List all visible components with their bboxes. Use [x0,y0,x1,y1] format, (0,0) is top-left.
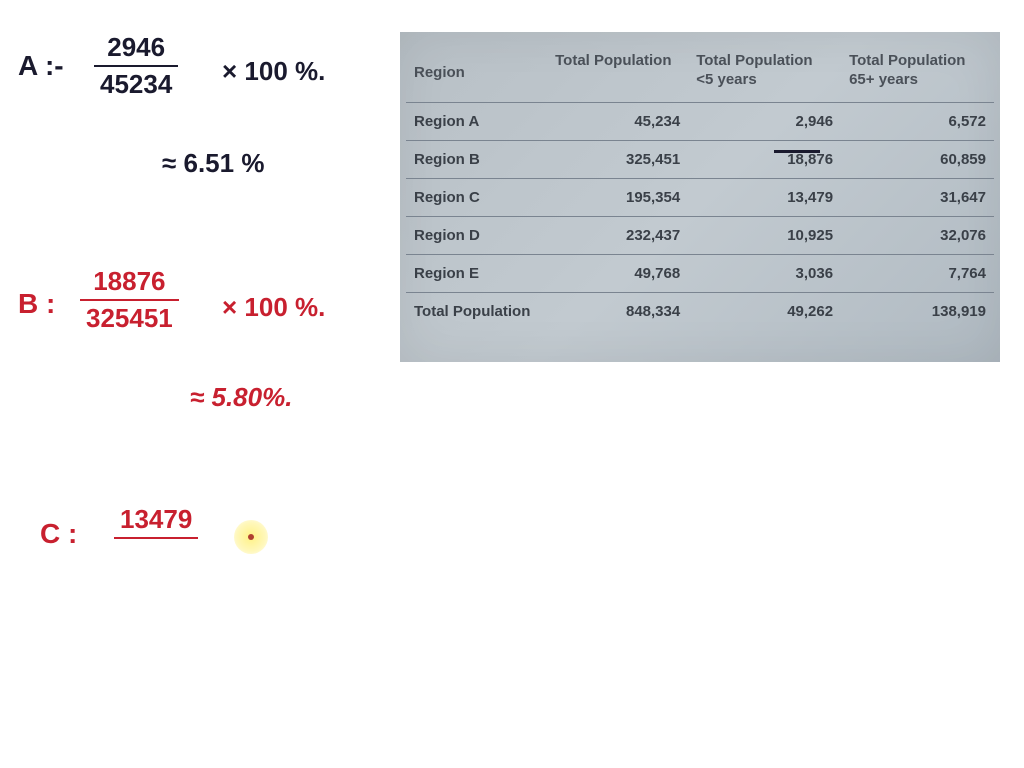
cell-over65: 31,647 [841,178,994,216]
cell-total-pop: 848,334 [547,292,688,331]
table-row: Region D 232,437 10,925 32,076 [406,216,994,254]
table-row: Region C 195,354 13,479 31,647 [406,178,994,216]
cell-region: Region B [406,140,547,178]
cell-under5: 18,876 [688,140,841,178]
col-total: Total Population [547,46,688,102]
cell-region: Region C [406,178,547,216]
calc-b-label: B : [18,288,55,320]
calc-c-numerator: 13479 [114,504,198,539]
table-row: Region A 45,234 2,946 6,572 [406,102,994,140]
population-table-container: Region Total Population Total Population… [400,32,1000,362]
calc-b-denominator: 325451 [80,301,179,334]
cell-total-over65: 138,919 [841,292,994,331]
calc-c-fraction: 13479 [114,504,198,572]
population-table: Region Total Population Total Population… [406,46,994,331]
cell-region: Region A [406,102,547,140]
cell-total: 45,234 [547,102,688,140]
cell-under5: 2,946 [688,102,841,140]
calc-a-result: ≈ 6.51 % [162,148,264,179]
underline-mark-icon [774,150,820,153]
cell-under5: 13,479 [688,178,841,216]
calc-b-result: ≈ 5.80%. [190,382,292,413]
calc-a-numerator: 2946 [94,32,178,67]
table-total-row: Total Population 848,334 49,262 138,919 [406,292,994,331]
table-row: Region B 325,451 18,876 60,859 [406,140,994,178]
cell-over65: 6,572 [841,102,994,140]
cell-total-under5: 49,262 [688,292,841,331]
cell-total: 325,451 [547,140,688,178]
cell-total-label: Total Population [406,292,547,331]
cell-total: 232,437 [547,216,688,254]
col-region: Region [406,46,547,102]
cell-total: 49,768 [547,254,688,292]
cell-region: Region D [406,216,547,254]
handwriting-area: A :- 2946 45234 × 100 %. ≈ 6.51 % B : 18… [0,0,400,768]
calc-a-fraction: 2946 45234 [94,32,178,100]
cell-under5: 10,925 [688,216,841,254]
calc-a-label: A :- [18,50,64,82]
table-header-row: Region Total Population Total Population… [406,46,994,102]
calc-b-mult: × 100 %. [222,292,325,323]
col-under5: Total Population <5 years [688,46,841,102]
calc-b-fraction: 18876 325451 [80,266,179,334]
cell-over65: 60,859 [841,140,994,178]
calc-a-mult: × 100 %. [222,56,325,87]
calc-a-denominator: 45234 [94,67,178,100]
cell-total: 195,354 [547,178,688,216]
cell-over65: 7,764 [841,254,994,292]
col-over65: Total Population 65+ years [841,46,994,102]
cell-under5: 3,036 [688,254,841,292]
table-row: Region E 49,768 3,036 7,764 [406,254,994,292]
calc-b-numerator: 18876 [80,266,179,301]
calc-c-label: C : [40,518,77,550]
cell-over65: 32,076 [841,216,994,254]
cell-region: Region E [406,254,547,292]
